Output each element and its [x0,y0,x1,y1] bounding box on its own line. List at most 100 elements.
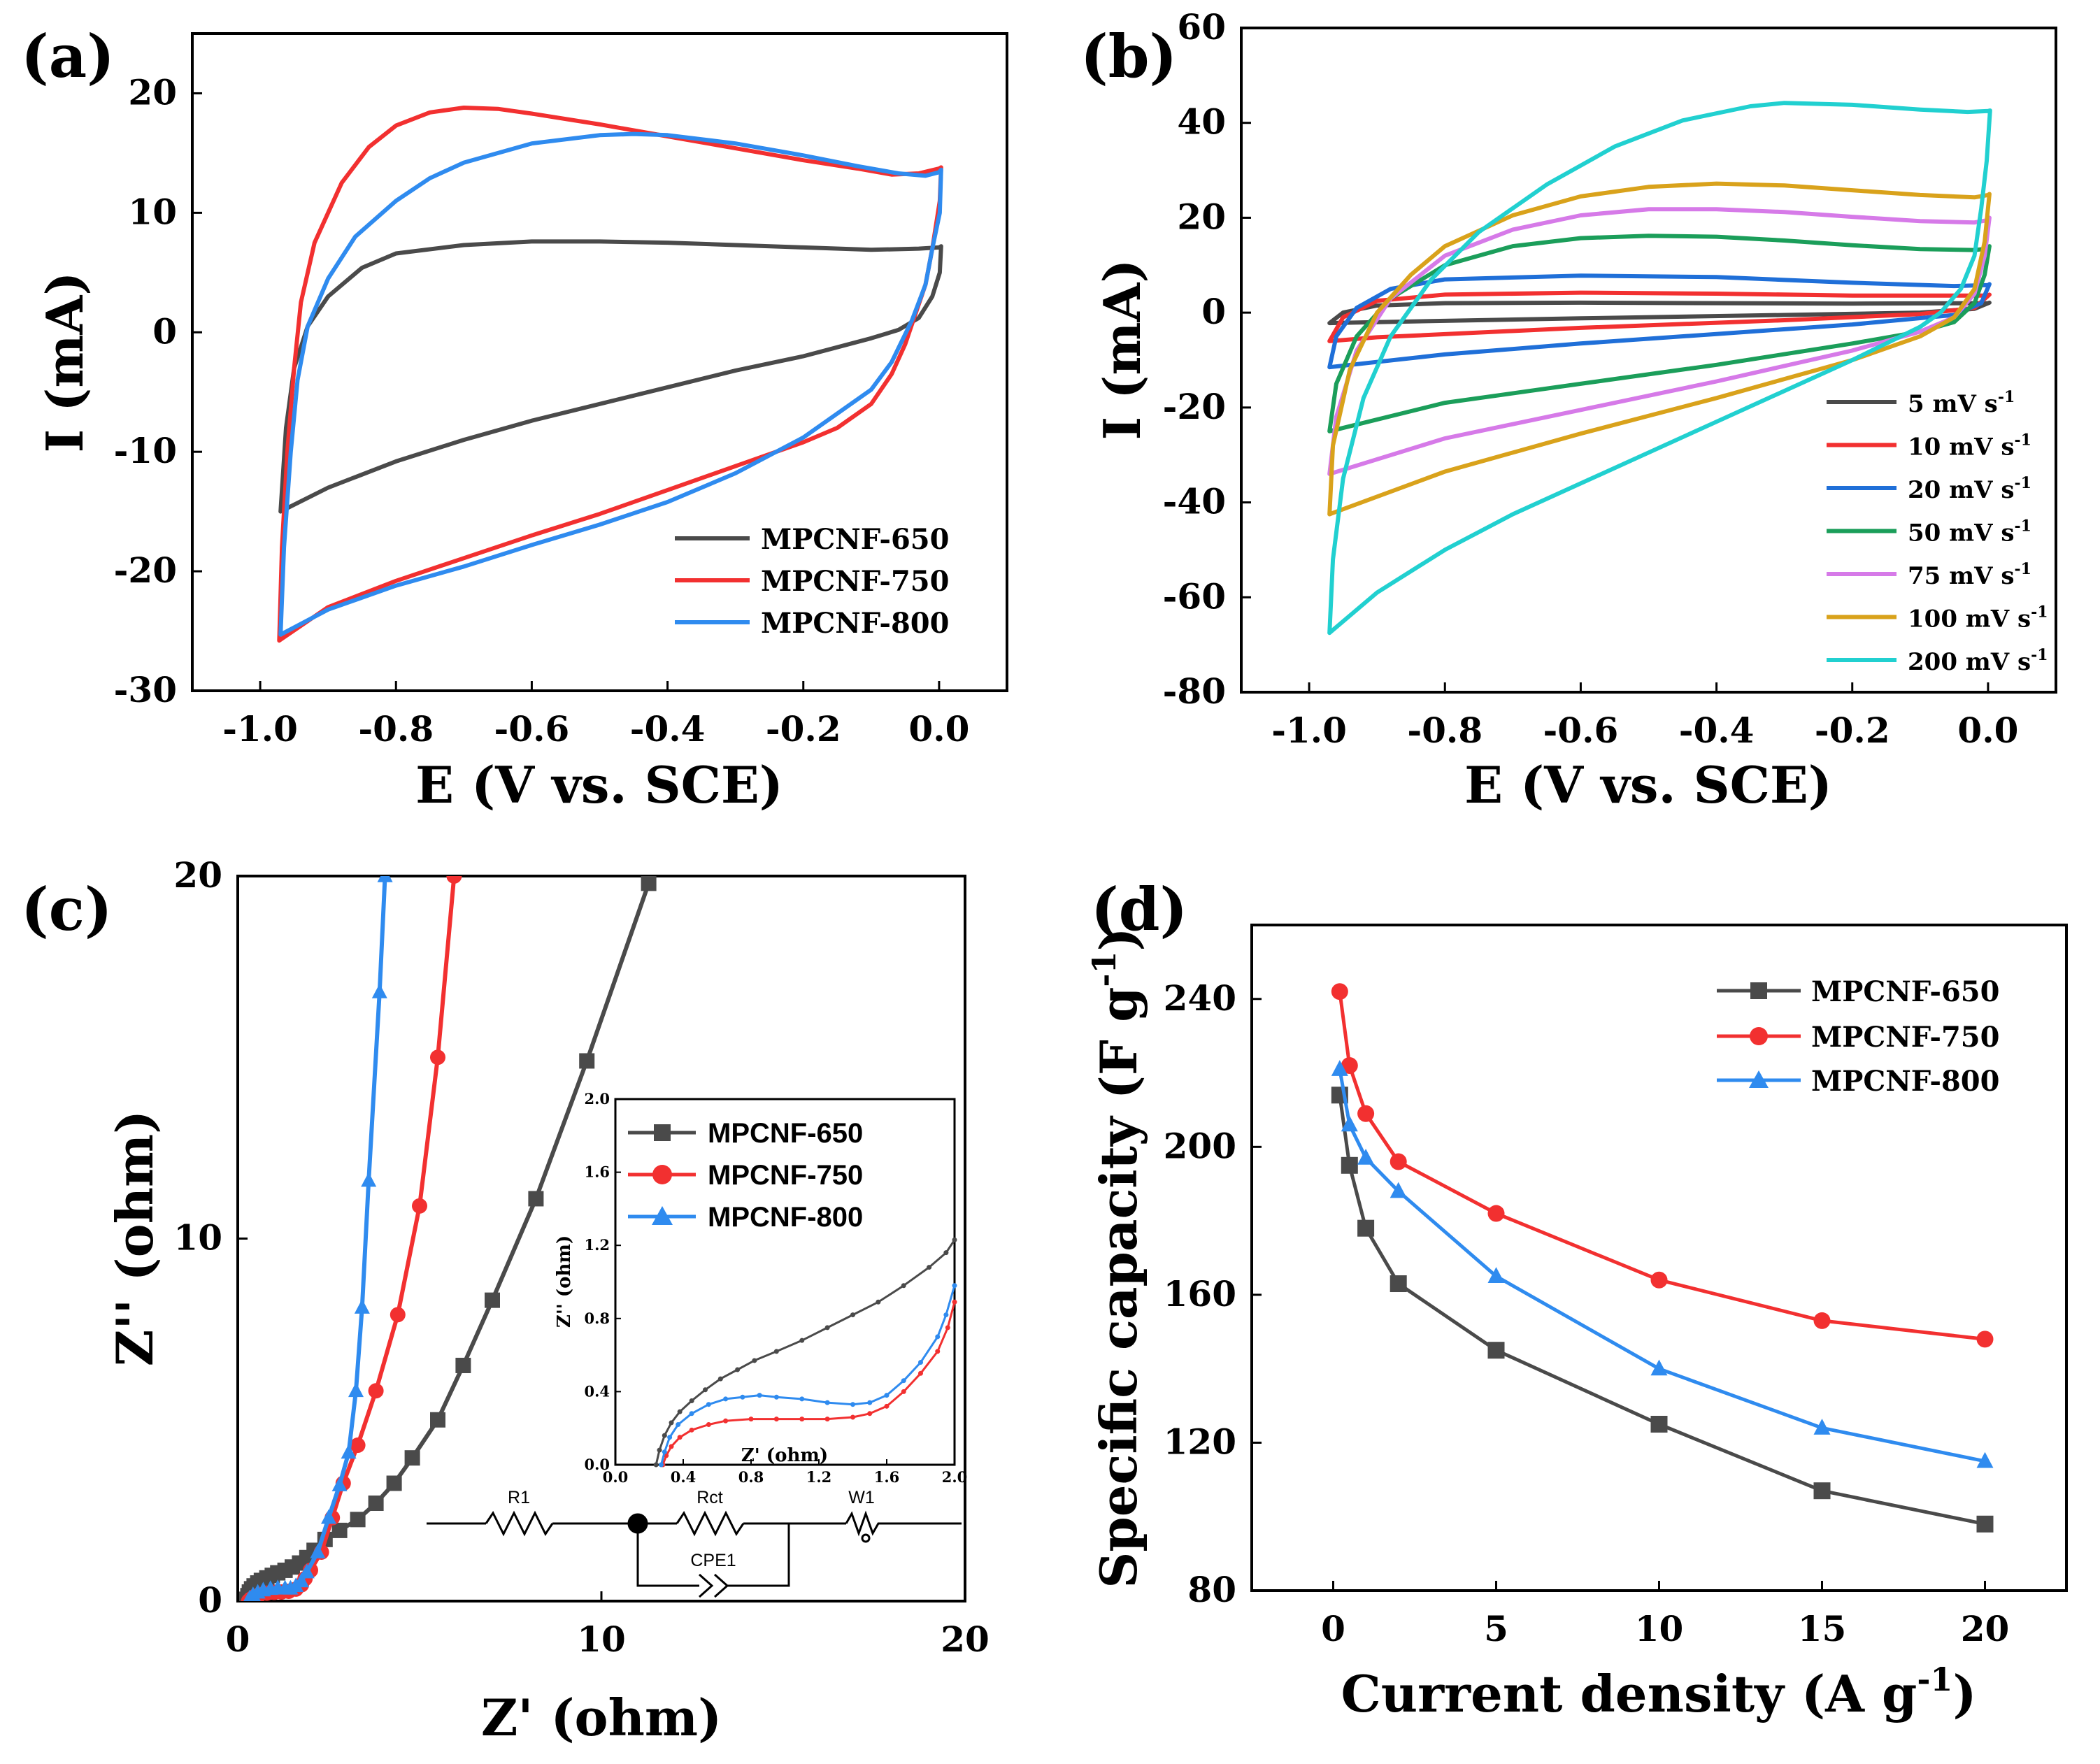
inset-point-mpcnf-800-1 [662,1449,667,1455]
c-x-tick-label-1: 10 [577,1619,626,1660]
c-point-mpcnf-650-18 [368,1496,384,1512]
inset-x-tick-label-1: 0.4 [671,1468,697,1486]
panel-b-x-ticks: -1.0 -0.8 -0.6 -0.4 -0.2 0.0 [1271,682,2018,751]
a-y-tick-label-2: -10 [114,430,177,471]
inset-point-mpcnf-750-12 [867,1411,873,1417]
b-legend-label-100: 100 mV s-1 [1908,603,2048,633]
panel-a-frame [191,32,1008,692]
inset-point-mpcnf-800-2 [667,1435,673,1440]
d-x-tick-label-2: 10 [1635,1608,1684,1649]
resistor-r1-symbol [485,1510,554,1537]
inset-point-mpcnf-800-6 [723,1396,729,1402]
c-curve-mpcnf-800 [246,876,387,1601]
c-point-mpcnf-800-19 [371,983,387,998]
c-point-mpcnf-650-17 [350,1512,366,1528]
inset-point-mpcnf-650-17 [943,1250,949,1256]
d-x-tick-label-3: 15 [1798,1608,1847,1649]
inset-point-mpcnf-650-10 [773,1349,779,1354]
legend-label-800: MPCNF-800 [761,607,949,640]
inset-point-mpcnf-750-1 [664,1453,669,1458]
d-legend-marker-750 [1750,1027,1768,1045]
b-curve-100-mv-s [1327,181,1992,517]
inset-point-mpcnf-650-9 [752,1358,757,1363]
d-point-mpcnf-800-2 [1357,1149,1375,1165]
inset-point-mpcnf-800-4 [689,1411,694,1417]
c-point-mpcnf-650-26 [641,876,657,891]
inset-legend-label-650: MPCNF-650 [708,1118,863,1149]
b-y-tick-label-1: -60 [1163,575,1226,617]
panel-a-legend: MPCNF-650 MPCNF-750 MPCNF-800 [675,523,949,640]
inset-point-mpcnf-650-0 [653,1462,659,1468]
inset-point-mpcnf-750-4 [689,1427,694,1433]
c-point-mpcnf-650-22 [455,1357,471,1373]
c-point-mpcnf-800-10 [294,1572,309,1588]
inset-y-tick-label-0: 0.0 [584,1456,610,1473]
d-point-mpcnf-800-0 [1331,1060,1348,1076]
panel-c-series [239,876,657,1601]
c-point-mpcnf-750-19 [430,1049,445,1066]
panel-d-x-title-exponent: -1 [1917,1661,1952,1698]
inset-point-mpcnf-800-15 [901,1378,906,1384]
inset-point-mpcnf-650-3 [669,1420,674,1426]
d-point-mpcnf-650-4 [1487,1342,1505,1359]
d-legend-label-800: MPCNF-800 [1811,1065,1999,1098]
inset-y-ticks: 0.0 0.4 0.8 1.2 1.6 2.0 [584,1090,621,1473]
b-curve-5-mv-s [1327,300,1992,326]
b-x-tick-label-4: -0.2 [1815,710,1890,751]
inset-point-mpcnf-650-6 [703,1387,708,1393]
inset-frame [614,1098,956,1466]
panel-a-series [277,106,943,643]
panel-a-x-ticks: -1.0 -0.8 -0.6 -0.4 -0.2 0.0 [222,681,969,750]
inset-point-mpcnf-800-10 [799,1396,805,1402]
panel-c-x-ticks: 0 10 20 [226,1591,990,1660]
c-point-mpcnf-650-24 [528,1191,544,1207]
panel-c-y-ticks: 0 10 20 [173,854,248,1621]
panel-d-legend: MPCNF-650 MPCNF-750 MPCNF-800 [1717,975,1999,1098]
b-x-tick-label-1: -0.8 [1407,710,1483,751]
d-point-mpcnf-750-6 [1813,1312,1831,1329]
a-y-tick-label-1: -20 [114,550,177,591]
b-curve-75-mv-s [1327,207,1992,476]
d-y-tick-label-1: 120 [1164,1421,1236,1462]
c-point-mpcnf-650-19 [386,1475,402,1491]
c-series-clip [239,876,657,1601]
d-point-mpcnf-800-5 [1650,1359,1668,1376]
inset-y-tick-label-3: 1.2 [584,1236,610,1254]
inset-point-mpcnf-650-18 [952,1237,957,1242]
c-point-mpcnf-800-14 [331,1476,348,1491]
panel-a-x-axis-title: E (V vs. SCE) [415,755,783,815]
d-point-mpcnf-800-4 [1487,1267,1505,1284]
d-point-mpcnf-650-3 [1390,1275,1407,1293]
a-y-tick-label-5: 20 [128,71,177,113]
d-point-mpcnf-650-2 [1357,1219,1375,1237]
a-x-tick-label-3: -0.4 [630,708,706,750]
inset-point-mpcnf-650-13 [850,1312,855,1318]
c-x-tick-label-2: 20 [941,1619,990,1660]
c-point-mpcnf-650-16 [331,1522,348,1538]
b-x-tick-label-3: -0.4 [1679,710,1755,751]
c-point-mpcnf-800-13 [321,1509,336,1524]
resistor-rct-symbol [676,1510,745,1537]
inset-point-mpcnf-750-3 [677,1435,683,1440]
panel-d-label: (d) [1091,875,1187,944]
b-legend-label-20: 20 mV s-1 [1908,474,2031,504]
d-point-mpcnf-750-5 [1650,1271,1668,1289]
inset-point-mpcnf-800-5 [706,1402,711,1407]
c-y-tick-label-2: 20 [173,854,222,896]
d-y-tick-label-2: 160 [1164,1273,1236,1314]
c-point-mpcnf-650-20 [404,1450,420,1466]
panel-b-y-ticks: -80 -60 -40 -20 0 20 40 60 [1163,6,1251,712]
inset-x-axis-title: Z' (ohm) [741,1445,828,1466]
circuit-label-cpe1: CPE1 [690,1551,736,1570]
panel-a-label: (a) [21,22,115,91]
circuit-label-r1: R1 [508,1488,530,1507]
d-y-tick-label-3: 200 [1164,1125,1236,1166]
inset-point-mpcnf-800-8 [757,1393,762,1398]
c-point-mpcnf-650-25 [579,1053,595,1069]
inset-point-mpcnf-650-12 [824,1325,830,1331]
inset-point-mpcnf-650-15 [901,1283,906,1289]
inset-point-mpcnf-750-2 [669,1444,674,1449]
panel-d-x-ticks: 0 5 10 15 20 [1321,1581,2009,1649]
panel-b-legend: 5 mV s-1 10 mV s-1 20 mV s-1 50 mV s-1 75 mV… [1827,388,2048,676]
